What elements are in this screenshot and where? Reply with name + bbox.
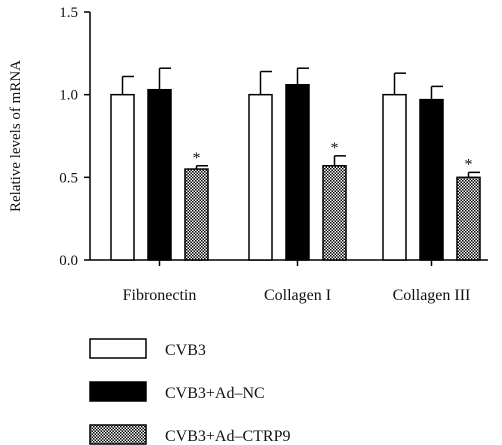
bars: * * * — [110, 67, 481, 261]
legend-swatch — [89, 424, 147, 445]
bar — [456, 176, 481, 261]
bar — [322, 165, 347, 261]
legend-swatch — [89, 338, 147, 359]
legend-label: CVB3+Ad–NC — [165, 385, 265, 402]
significance-marker: * — [465, 156, 473, 173]
bar — [382, 93, 407, 261]
bar — [248, 93, 273, 261]
significance-marker: * — [193, 150, 201, 167]
x-category-label: Collagen I — [264, 287, 331, 304]
legend: CVB3 CVB3+Ad–NC CVB3+Ad–CTRP9 — [89, 338, 291, 445]
bar — [419, 98, 444, 261]
legend-swatch — [89, 381, 147, 402]
x-category-label: Collagen III — [393, 287, 471, 304]
legend-label: CVB3 — [165, 342, 206, 359]
y-axis-title: Relative levels of mRNA — [8, 60, 24, 212]
significance-marker: * — [331, 140, 339, 157]
axes: 0.0 0.5 1.0 1.5 Relative levels of mRNA Fibro… — [8, 5, 488, 304]
y-tick-label: 0.0 — [59, 253, 78, 269]
y-tick-label: 1.5 — [59, 5, 78, 21]
bar — [110, 93, 135, 261]
bar — [184, 168, 209, 261]
x-category-label: Fibronectin — [123, 287, 197, 304]
bar — [147, 88, 172, 261]
y-tick-label: 1.0 — [59, 88, 78, 104]
bar — [285, 83, 310, 261]
y-tick-label: 0.5 — [59, 170, 78, 186]
legend-label: CVB3+Ad–CTRP9 — [165, 428, 291, 445]
